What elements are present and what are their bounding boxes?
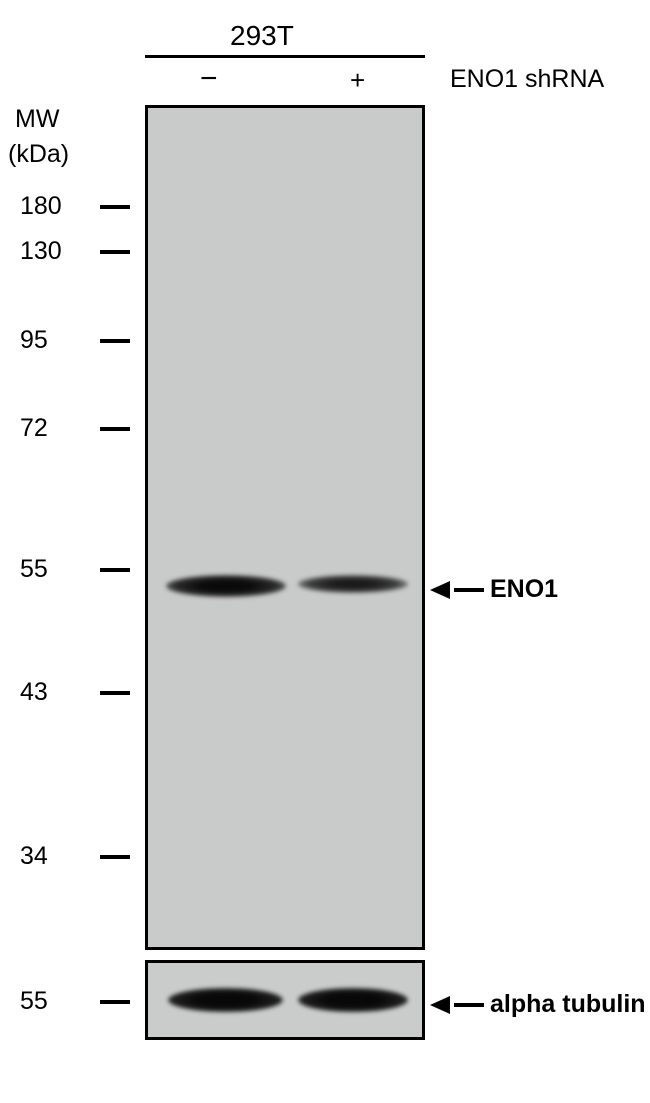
- mw-tick: [100, 855, 130, 859]
- blot-loading-control: [145, 960, 425, 1040]
- mw-marker-55: 55: [20, 555, 70, 584]
- band-eno1-knockdown: [298, 575, 408, 593]
- tubulin-band-label: alpha tubulin: [430, 990, 646, 1019]
- blot-main: [145, 105, 425, 950]
- mw-header-line1: MW: [15, 105, 59, 134]
- lane-plus-label: +: [350, 65, 365, 96]
- mw-tick: [100, 568, 130, 572]
- mw-tick: [100, 427, 130, 431]
- mw-marker-value: 130: [20, 237, 70, 266]
- mw-marker-72: 72: [20, 414, 70, 443]
- lane-minus-label: −: [200, 62, 218, 96]
- mw-tick: [100, 691, 130, 695]
- eno1-band-label: ENO1: [430, 575, 558, 604]
- cell-line-underline: [145, 55, 425, 58]
- mw-tick: [100, 1000, 130, 1004]
- mw-header-line2: (kDa): [8, 140, 69, 169]
- mw-marker-value: 95: [20, 326, 70, 355]
- mw-tick: [100, 339, 130, 343]
- mw-tick: [100, 205, 130, 209]
- tubulin-label-text: alpha tubulin: [490, 990, 646, 1019]
- mw-marker-130: 130: [20, 237, 70, 266]
- mw-marker-loading-55: 55: [20, 987, 70, 1016]
- condition-label: ENO1 shRNA: [450, 65, 604, 94]
- mw-marker-value: 55: [20, 987, 70, 1016]
- arrow-line: [454, 588, 484, 592]
- mw-marker-95: 95: [20, 326, 70, 355]
- band-eno1-control: [166, 575, 286, 597]
- mw-marker-value: 34: [20, 842, 70, 871]
- cell-line-label: 293T: [230, 20, 294, 52]
- arrow-left-icon: [430, 996, 450, 1014]
- band-tubulin-control: [168, 988, 283, 1012]
- arrow-line: [454, 1003, 484, 1007]
- arrow-left-icon: [430, 581, 450, 599]
- mw-marker-value: 180: [20, 192, 70, 221]
- mw-marker-value: 72: [20, 414, 70, 443]
- mw-marker-43: 43: [20, 678, 70, 707]
- eno1-label-text: ENO1: [490, 575, 558, 604]
- mw-marker-34: 34: [20, 842, 70, 871]
- mw-marker-value: 43: [20, 678, 70, 707]
- figure-container: 293T − + ENO1 shRNA MW (kDa) 180 130 95 72 5…: [0, 0, 650, 1103]
- mw-tick: [100, 250, 130, 254]
- mw-marker-value: 55: [20, 555, 70, 584]
- mw-marker-180: 180: [20, 192, 70, 221]
- band-tubulin-knockdown: [298, 988, 408, 1012]
